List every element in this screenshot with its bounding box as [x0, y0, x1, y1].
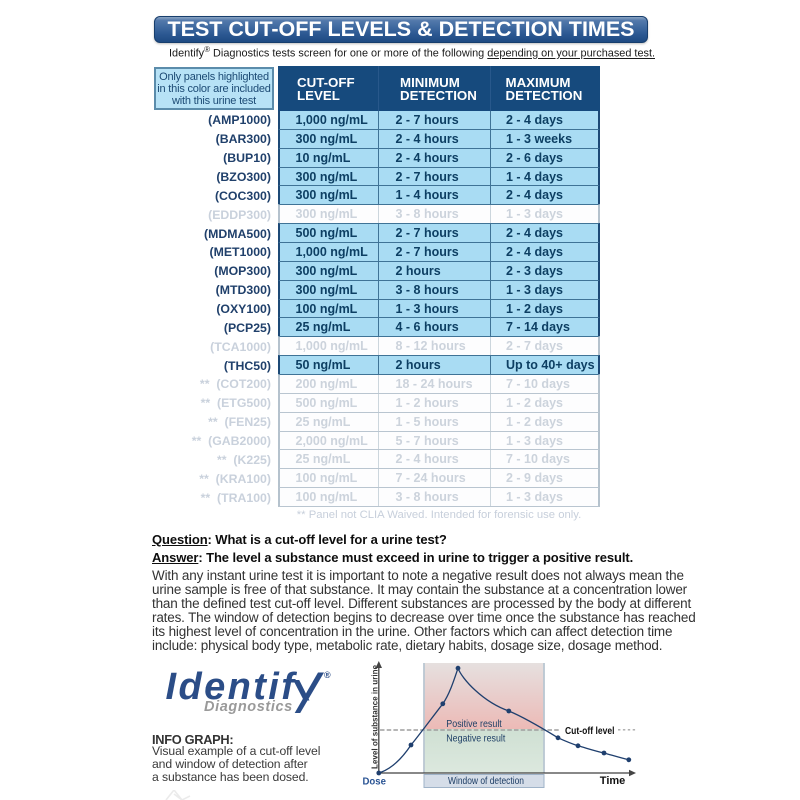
svg-text:Time: Time [600, 775, 626, 787]
svg-text:Window of detection: Window of detection [448, 776, 524, 787]
svg-text:Negative result: Negative result [446, 734, 505, 745]
svg-text:Positive result: Positive result [446, 719, 502, 730]
svg-text:Dose: Dose [363, 776, 387, 788]
svg-text:Cut-off level: Cut-off level [565, 726, 615, 737]
svg-text:Level of substance in urine: Level of substance in urine [369, 665, 379, 769]
